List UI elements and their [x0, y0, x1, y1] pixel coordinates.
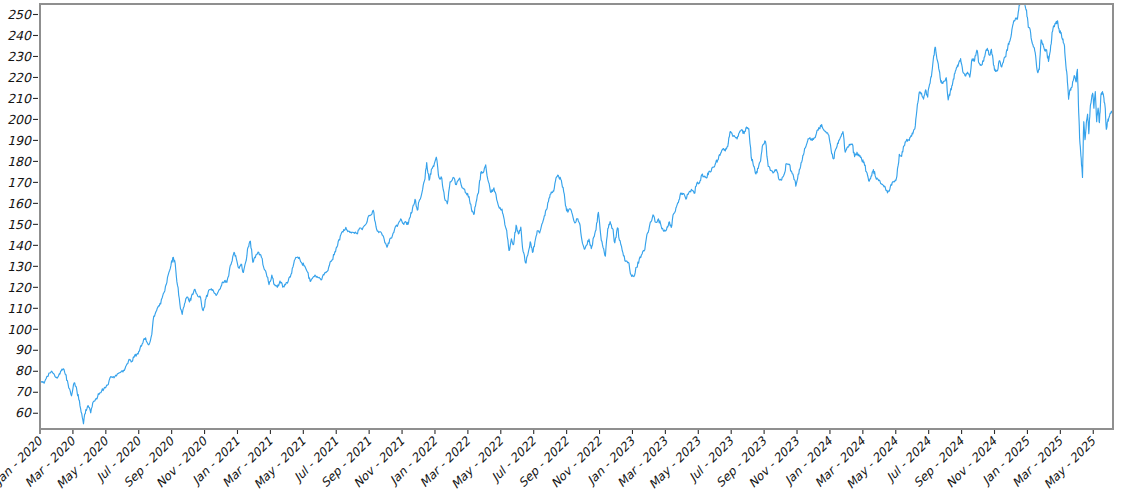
y-tick-label: 90 [15, 342, 32, 357]
y-tick-label: 110 [7, 301, 32, 316]
stock-price-chart: 60 70 80 90 100 110 120 130 140 150 160 170 180 190 20… [0, 0, 1125, 492]
x-axis: Jan - 2020Mar - 2020May - 2020Jul - 2020… [0, 430, 1099, 492]
y-axis: 60 70 80 90 100 110 120 130 140 150 160 170 180 190 20… [7, 7, 38, 421]
y-tick-label: 150 [7, 217, 32, 232]
price-line [41, 0, 1124, 424]
y-tick-label: 220 [7, 70, 32, 85]
stock-price-line-chart: 60 70 80 90 100 110 120 130 140 150 160 170 180 190 20… [0, 0, 1125, 492]
y-tick-label: 200 [7, 112, 32, 127]
y-tick-label: 180 [7, 154, 32, 169]
y-tick-label: 210 [7, 91, 32, 106]
y-tick-label: 130 [7, 259, 32, 274]
plot-frame [40, 4, 1113, 429]
y-tick-label: 60 [15, 405, 32, 420]
y-tick-label: 250 [7, 7, 32, 22]
y-tick-label: 140 [7, 238, 32, 253]
y-tick-label: 190 [7, 133, 32, 148]
y-tick-label: 160 [7, 196, 32, 211]
y-tick-label: 80 [15, 363, 32, 378]
y-tick-label: 70 [15, 384, 32, 399]
y-tick-label: 100 [7, 322, 32, 337]
y-tick-label: 230 [7, 49, 32, 64]
y-tick-label: 120 [7, 280, 32, 295]
y-tick-label: 170 [7, 175, 32, 190]
y-tick-label: 240 [7, 28, 32, 43]
